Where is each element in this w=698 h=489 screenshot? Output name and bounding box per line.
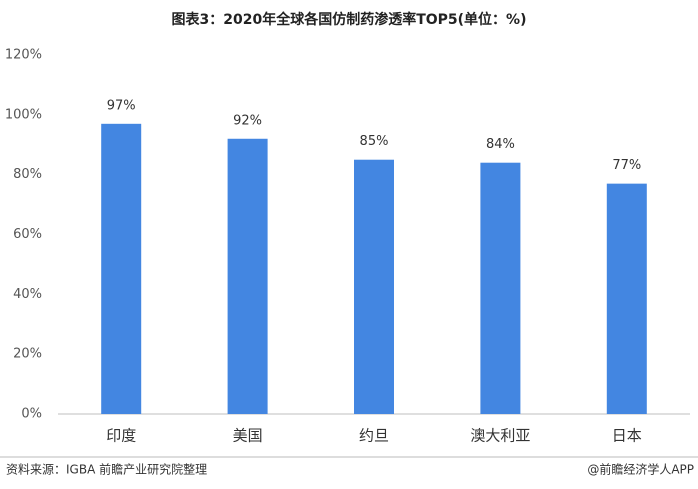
chart-title: 图表3：2020年全球各国仿制药渗透率TOP5(单位：%)	[172, 11, 527, 28]
credit: @前瞻经济学人APP	[587, 462, 694, 477]
y-tick-label: 80%	[13, 167, 42, 182]
bar	[101, 123, 142, 414]
x-tick-label: 美国	[233, 427, 263, 445]
bar	[606, 183, 647, 414]
x-tick-label: 日本	[612, 427, 642, 445]
bar	[227, 138, 268, 414]
value-label: 77%	[612, 158, 641, 173]
x-tick-label: 澳大利亚	[470, 427, 530, 445]
y-tick-label: 0%	[21, 407, 42, 422]
value-label: 85%	[360, 134, 389, 149]
y-tick-label: 40%	[13, 287, 42, 302]
bar	[354, 159, 394, 414]
y-tick-label: 120%	[5, 48, 42, 63]
y-tick-label: 100%	[5, 107, 42, 122]
source: 资料来源：IGBA 前瞻产业研究院整理	[6, 462, 207, 477]
y-tick-label: 20%	[13, 347, 42, 362]
value-label: 92%	[233, 113, 262, 128]
bar	[480, 162, 521, 414]
value-label: 84%	[486, 137, 515, 152]
value-label: 97%	[107, 98, 136, 113]
x-tick-label: 印度	[106, 427, 136, 445]
y-tick-label: 60%	[13, 227, 42, 242]
x-tick-label: 约旦	[359, 427, 389, 445]
